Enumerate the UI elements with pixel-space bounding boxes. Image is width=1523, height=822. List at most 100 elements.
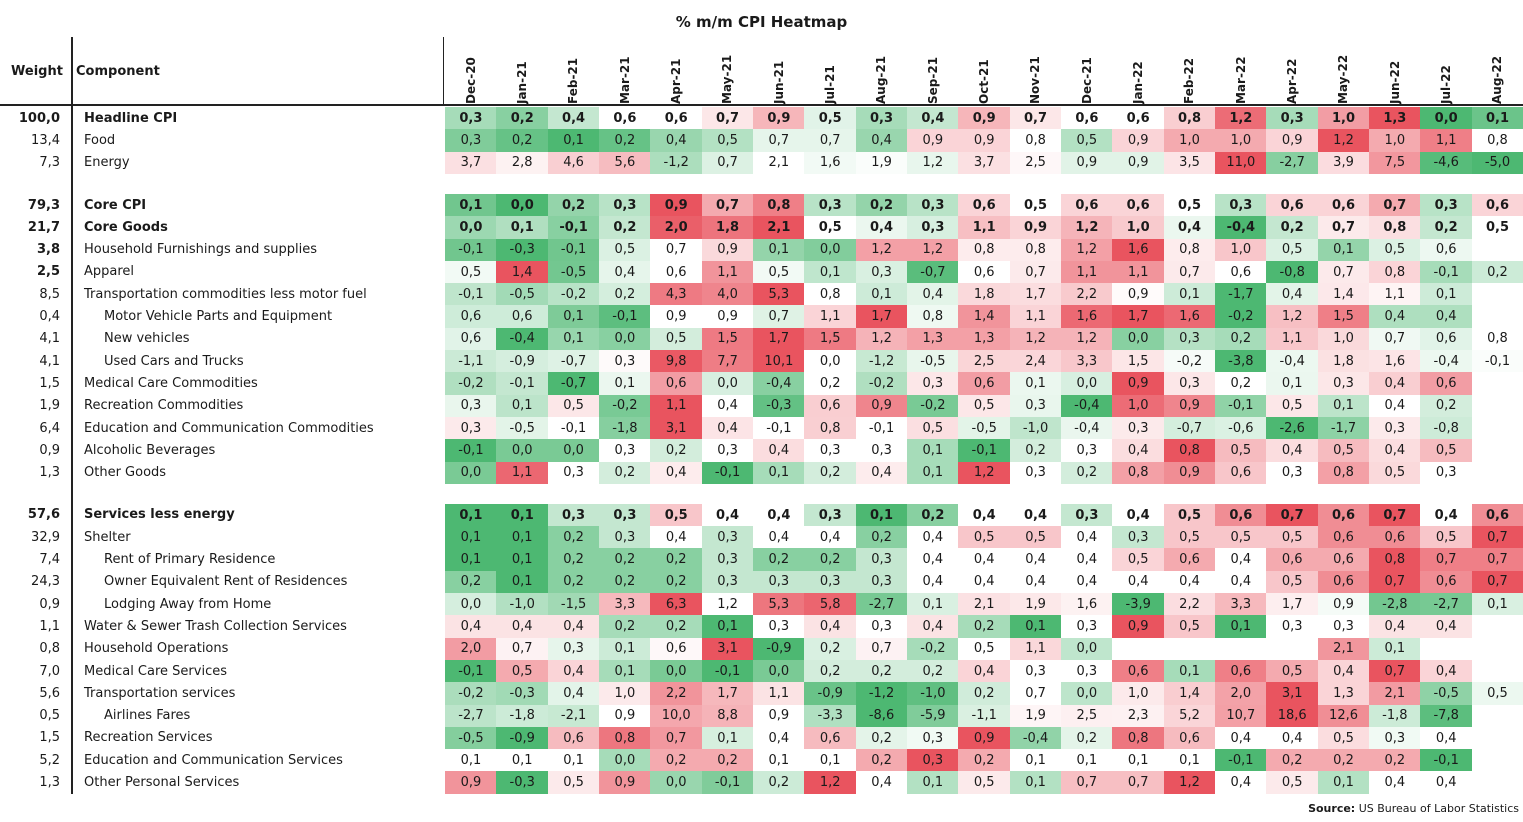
heatmap-cell: 5,3 (752, 283, 805, 306)
row-component: Water & Sewer Trash Collection Services (84, 618, 347, 634)
heatmap-cell: 0,9 (958, 129, 1011, 152)
heatmap-cell: 1,0 (1214, 129, 1267, 152)
heatmap-cell (1471, 749, 1523, 772)
heatmap-cell: 0,2 (496, 107, 549, 130)
month-header: Aug-21 (874, 55, 889, 104)
heatmap-cell: 0,9 (855, 394, 908, 418)
row-weight: 7,3 (39, 155, 60, 171)
heatmap-cell: -3,8 (1214, 350, 1267, 373)
heatmap-cell: 0,6 (1214, 260, 1267, 284)
heatmap-cell: -0,1 (445, 439, 497, 462)
heatmap-cell: 0,3 (1009, 394, 1062, 418)
heatmap-cell: 0,4 (752, 726, 805, 750)
heatmap-cell: 0,0 (496, 439, 549, 462)
heatmap-cell: 0,4 (958, 503, 1011, 527)
heatmap-cell: 0,3 (906, 749, 959, 772)
row-component: Food (84, 132, 116, 148)
heatmap-cell: 0,0 (650, 771, 703, 794)
row-weight: 6,4 (39, 420, 60, 436)
heatmap-cell: 1,2 (804, 771, 857, 794)
heatmap-cell: 0,6 (1317, 193, 1370, 217)
heatmap-cell: 1,0 (1317, 327, 1370, 351)
heatmap-cell: 0,6 (1317, 526, 1370, 549)
heatmap-cell: 0,4 (547, 659, 600, 683)
heatmap-cell: 1,9 (855, 151, 908, 175)
heatmap-cell: 0,0 (804, 238, 857, 262)
heatmap-cell: 1,2 (1060, 327, 1113, 351)
heatmap-cell: 0,6 (598, 107, 651, 130)
heatmap-cell: 0,3 (855, 260, 908, 284)
heatmap-cell: 0,1 (906, 461, 959, 485)
heatmap-cell: 0,2 (650, 615, 703, 638)
heatmap-cell: 0,2 (752, 548, 805, 571)
heatmap-cell: 0,3 (445, 416, 497, 440)
row-weight: 0,9 (39, 442, 60, 458)
heatmap-cell: 0,9 (1317, 593, 1370, 616)
heatmap-cell: -0,1 (496, 372, 549, 395)
heatmap-cell: 0,4 (752, 526, 805, 549)
heatmap-cell: 0,5 (1060, 129, 1113, 152)
heatmap-cell: 0,6 (445, 327, 497, 351)
heatmap-cell: 0,3 (1420, 461, 1473, 485)
heatmap-cell: 0,5 (958, 394, 1011, 418)
heatmap-cell: 0,1 (701, 726, 754, 750)
heatmap-cell: 0,1 (752, 749, 805, 772)
heatmap-cell: 0,2 (958, 682, 1011, 705)
heatmap-cell: 0,1 (496, 526, 549, 549)
weight-column-header: Weight (11, 64, 63, 79)
heatmap-cell: 0,2 (598, 129, 651, 152)
heatmap-cell: 0,9 (1112, 283, 1165, 306)
heatmap-cell: 0,5 (1266, 659, 1319, 683)
heatmap-cell: 2,0 (445, 637, 497, 661)
heatmap-cell: 0,7 (701, 193, 754, 217)
heatmap-cell: 0,7 (1471, 548, 1523, 571)
heatmap-cell: -2,7 (1266, 151, 1319, 175)
heatmap-cell: -1,8 (496, 704, 549, 728)
heatmap-cell: 2,1 (1317, 637, 1370, 661)
row-weight: 32,9 (31, 529, 60, 545)
heatmap-cell: 0,6 (650, 637, 703, 661)
heatmap-cell: 0,3 (445, 394, 497, 418)
heatmap-cell: 0,2 (958, 749, 1011, 772)
heatmap-cell: -0,2 (547, 283, 600, 306)
heatmap-cell: 0,8 (1112, 461, 1165, 485)
heatmap-cell: 0,7 (496, 637, 549, 661)
heatmap-cell: 1,0 (598, 682, 651, 705)
heatmap-cell: 0,5 (496, 659, 549, 683)
heatmap-cell: -3,3 (804, 704, 857, 728)
heatmap-cell: 0,0 (445, 216, 497, 239)
heatmap-cell: 0,5 (650, 327, 703, 351)
heatmap-cell: -0,1 (445, 283, 497, 306)
heatmap-cell: 0,4 (547, 615, 600, 638)
heatmap-cell: 1,2 (1317, 129, 1370, 152)
heatmap-cell: 0,1 (1009, 771, 1062, 794)
heatmap-cell: 0,2 (1060, 726, 1113, 750)
row-component: Airlines Fares (104, 708, 191, 724)
heatmap-cell: 0,6 (804, 394, 857, 418)
row-weight: 7,4 (39, 552, 60, 568)
heatmap-cell: 0,4 (1368, 394, 1421, 418)
heatmap-cell: -1,1 (445, 350, 497, 373)
heatmap-cell: -0,2 (1214, 305, 1267, 328)
heatmap-cell: -0,1 (547, 416, 600, 440)
heatmap-cell: -0,4 (1214, 216, 1267, 239)
heatmap-cell: 0,0 (701, 372, 754, 395)
heatmap-cell (1471, 704, 1523, 728)
heatmap-cell: 0,4 (598, 260, 651, 284)
month-header: Jun-21 (771, 60, 786, 104)
heatmap-cell: 0,2 (598, 570, 651, 594)
chart-title: % m/m CPI Heatmap (675, 13, 848, 31)
heatmap-cell: 0,4 (958, 570, 1011, 594)
heatmap-cell: 0,6 (650, 260, 703, 284)
heatmap-cell: 0,4 (1214, 548, 1267, 571)
heatmap-cell: 1,6 (1112, 238, 1165, 262)
heatmap-cell: 1,0 (1368, 129, 1421, 152)
heatmap-cell: 0,1 (496, 749, 549, 772)
heatmap-cell: 0,9 (445, 771, 497, 794)
row-weight: 13,4 (31, 132, 60, 148)
row-component: Household Operations (84, 641, 229, 657)
heatmap-cell: 0,4 (650, 526, 703, 549)
heatmap-cell: -1,2 (855, 682, 908, 705)
heatmap-cell: 0,4 (1420, 771, 1473, 794)
heatmap-cell: 0,1 (855, 283, 908, 306)
